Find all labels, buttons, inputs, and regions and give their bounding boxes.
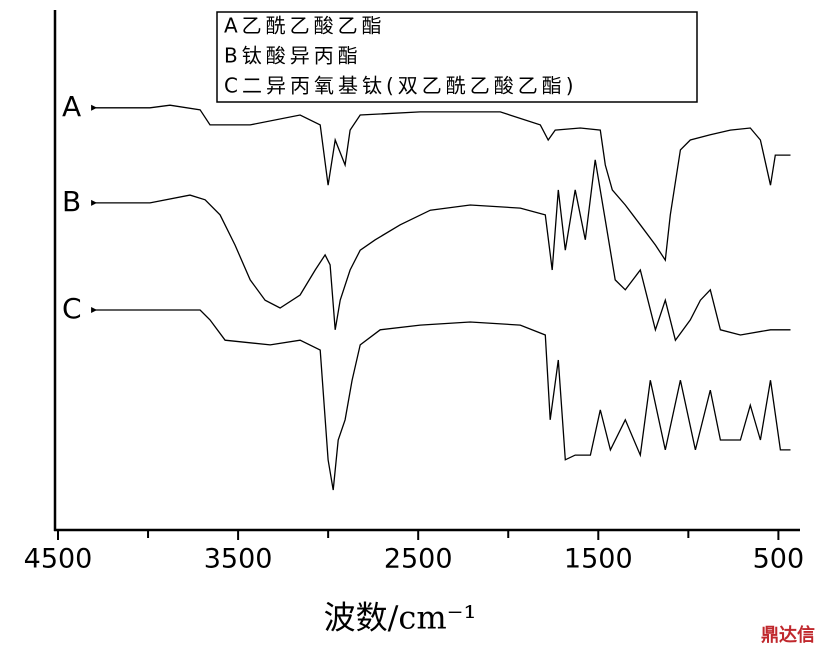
series-label: B (62, 185, 81, 218)
x-tick-label: 4500 (24, 544, 93, 575)
x-tick-label: 500 (753, 544, 805, 575)
series-label: C (62, 292, 82, 325)
legend-entry: B钛酸异丙酯 (224, 44, 362, 68)
label-arrow (91, 199, 98, 206)
legend-box (216, 11, 698, 103)
legend-entry: A乙酰乙酸乙酯 (224, 14, 386, 38)
label-arrow (91, 104, 98, 111)
spectrum-line (95, 104, 791, 262)
series-label: A (62, 90, 81, 123)
watermark: 鼎达信 (761, 624, 815, 646)
spectrum-line (95, 309, 791, 491)
x-tick-label: 2500 (384, 544, 453, 575)
legend-entry: C二异丙氧基钛(双乙酰乙酸乙酯) (224, 74, 578, 98)
x-tick-label: 3500 (204, 544, 273, 575)
x-axis-label: 波数/cm⁻¹ (324, 599, 477, 637)
spectrum-line (95, 159, 791, 342)
label-arrow (91, 307, 98, 314)
x-tick-label: 1500 (564, 544, 633, 575)
